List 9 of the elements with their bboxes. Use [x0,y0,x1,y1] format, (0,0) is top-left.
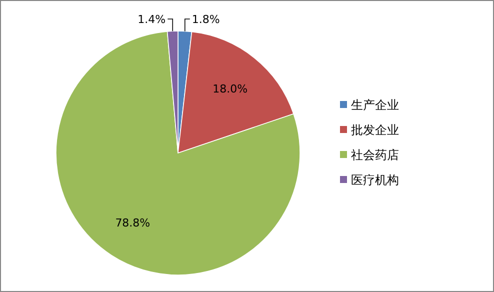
data-label: 78.8% [115,216,150,230]
legend-label: 社会药店 [351,148,399,162]
legend-label: 批发企业 [351,123,399,137]
data-label: 18.0% [212,82,248,96]
data-label: 1.4% [138,13,166,26]
pie-slice [56,31,300,276]
legend-label: 医疗机构 [351,173,399,187]
legend-label: 生产企业 [351,98,399,112]
data-label: 1.8% [192,13,220,26]
